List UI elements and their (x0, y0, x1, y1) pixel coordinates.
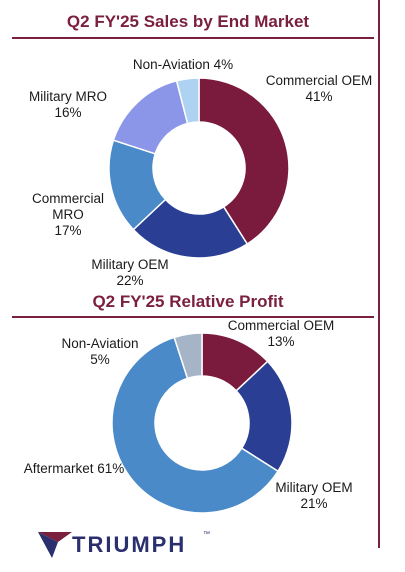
label-non-aviation-sales: Non-Aviation 4% (132, 57, 234, 72)
sales-slice-non-aviation (175, 77, 200, 125)
title-rule-sales (12, 37, 374, 39)
label-commercial-mro-sales: Commercial MRO 17% (31, 191, 104, 238)
brand-name: TRIUMPH (72, 532, 187, 557)
label-military-oem-profit: Military OEM 21% (275, 480, 353, 511)
label-commercial-oem-sales: Commercial OEM 41% (265, 73, 373, 104)
chart-title-profit: Q2 FY'25 Relative Profit (92, 292, 284, 311)
label-military-mro-sales: Military MRO 16% (29, 89, 107, 120)
profit-slice-aftermarket (111, 336, 280, 514)
label-commercial-oem-profit: Commercial OEM 13% (227, 318, 335, 349)
profit-slice-military-oem (235, 360, 293, 473)
vertical-divider (378, 0, 380, 548)
chart-title-sales: Q2 FY'25 Sales by End Market (66, 12, 310, 31)
label-non-aviation-profit: Non-Aviation 5% (61, 336, 139, 367)
sales-slice-commercial-oem (198, 77, 290, 246)
trademark-symbol: ™ (203, 531, 210, 538)
profit-slice-non-aviation (173, 332, 203, 380)
triumph-logo-icon (38, 532, 72, 558)
title-rule-profit (12, 316, 374, 318)
label-military-oem-sales: Military OEM 22% (91, 257, 169, 288)
label-aftermarket-profit: Aftermarket 61% (23, 461, 125, 476)
